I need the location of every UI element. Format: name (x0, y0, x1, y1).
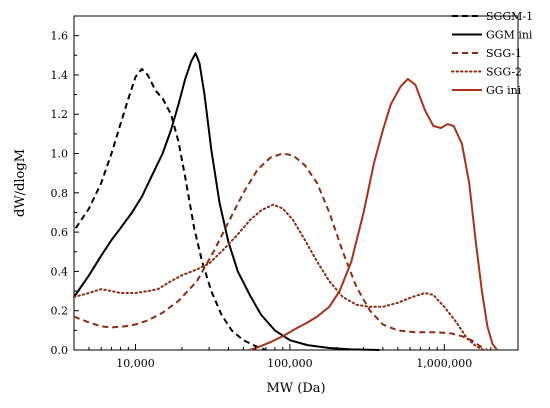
legend-label: GGM ini (486, 29, 533, 42)
plot-area (74, 16, 518, 350)
y-tick-label: 0.6 (51, 226, 69, 239)
x-tick-label: 10,000 (116, 357, 155, 370)
x-tick-label: 1,000,000 (416, 357, 472, 370)
legend-label: SGG-1 (486, 47, 522, 60)
y-axis: 0.0 0.2 0.4 0.6 0.8 1.0 1.2 1.4 1.6 (51, 16, 80, 357)
y-tick-label: 0.0 (51, 344, 69, 357)
y-tick-label: 1.4 (51, 69, 69, 82)
series-layer (74, 53, 497, 350)
x-tick-label: 100,000 (267, 357, 313, 370)
y-tick-label: 1.0 (51, 148, 69, 161)
series-line-sgg-1 (74, 154, 487, 351)
y-tick-label: 0.4 (51, 265, 69, 278)
y-tick-label: 0.8 (51, 187, 69, 200)
y-axis-title: dW/dlogM (13, 149, 28, 217)
series-line-sgg-2 (74, 205, 484, 350)
y-tick-label: 1.6 (51, 30, 69, 43)
x-axis-title: MW (Da) (266, 381, 325, 396)
series-line-ggm-ini (74, 53, 379, 350)
y-tick-label: 1.2 (51, 108, 69, 121)
plot-frame (74, 16, 518, 350)
legend-label: SGGM-1 (486, 10, 533, 23)
legend-label: SGG-2 (486, 66, 522, 79)
series-line-sggm-1 (76, 69, 266, 350)
legend: SGGM-1 GGM ini SGG-1 SGG-2 GG ini (452, 10, 533, 97)
x-axis: 10,000 100,000 1,000,000 (89, 344, 491, 370)
y-tick-label: 0.2 (51, 305, 69, 318)
legend-label: GG ini (486, 84, 522, 97)
